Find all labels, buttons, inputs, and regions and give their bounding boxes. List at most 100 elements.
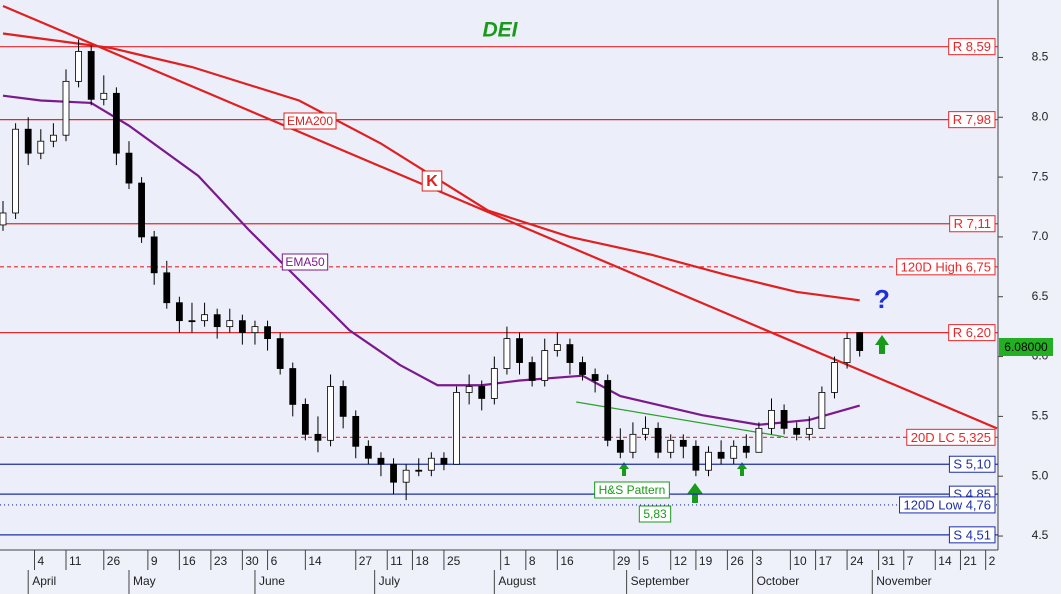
candle — [150, 230, 158, 285]
candle-body — [616, 439, 624, 453]
x-tick-label: 16 — [182, 554, 196, 568]
candle — [251, 320, 259, 345]
level-label: R 8,59 — [948, 38, 996, 56]
x-tick-label: 3 — [756, 554, 763, 568]
candle — [717, 440, 725, 465]
annotation: K — [421, 170, 443, 192]
candle — [37, 129, 45, 160]
candle — [440, 452, 448, 471]
x-tick-label: 2 — [989, 554, 996, 568]
month-label: April — [32, 574, 56, 588]
plot-area — [0, 0, 998, 550]
level-label-box — [949, 215, 996, 233]
candle — [62, 69, 70, 142]
month-label: June — [259, 574, 285, 588]
candle-body — [440, 457, 448, 465]
candle-body — [327, 386, 334, 441]
line-label-box — [281, 253, 329, 271]
candle-body — [490, 368, 498, 399]
candle-body — [503, 338, 511, 369]
last-price-label: 6.08000 — [1004, 340, 1048, 354]
candle-body — [37, 140, 45, 154]
x-tick-label: 7 — [907, 554, 914, 568]
candle-body — [768, 410, 775, 429]
candle-body — [742, 445, 750, 453]
y-tick-label: 7.0 — [1032, 229, 1049, 243]
candle — [692, 440, 700, 477]
level-label: R 7,11 — [949, 215, 996, 233]
x-tick-label: 17 — [819, 554, 833, 568]
candle — [352, 410, 360, 459]
indicator-line — [2, 94, 860, 426]
candle-body — [780, 410, 788, 429]
level-label-text: 120D Low 4,76 — [904, 497, 991, 512]
y-axis-area — [998, 0, 1061, 550]
level-label-box — [948, 38, 996, 56]
level-label-text: 120D High 6,75 — [901, 259, 991, 274]
candle — [755, 422, 763, 453]
candle — [541, 338, 549, 387]
level-label: 120D Low 4,76 — [899, 496, 996, 514]
candle — [843, 332, 851, 369]
candle-body — [415, 469, 423, 472]
candle-body — [138, 182, 145, 238]
month-label: October — [757, 574, 800, 588]
candle — [213, 308, 221, 339]
candle-body — [150, 236, 158, 274]
candle — [553, 332, 561, 357]
candle — [339, 380, 347, 429]
x-tick-label: 14 — [938, 554, 952, 568]
candle-body — [805, 427, 813, 435]
x-tick-label: 23 — [214, 554, 228, 568]
candle — [591, 368, 599, 393]
x-tick-label: 14 — [308, 554, 322, 568]
candle-body — [276, 338, 284, 369]
candle — [188, 302, 196, 333]
y-tick-label: 7.5 — [1032, 169, 1049, 183]
candle — [629, 422, 637, 459]
candle — [314, 416, 322, 453]
candle-body — [75, 51, 82, 82]
candle-body — [843, 338, 851, 363]
candle — [516, 332, 523, 375]
x-tick-label: 8 — [529, 554, 536, 568]
candle — [49, 123, 57, 148]
candle-body — [87, 51, 95, 100]
candle-body — [163, 272, 171, 304]
candle — [301, 398, 309, 441]
level-label-text: S 5,10 — [953, 457, 991, 472]
level-label: S 4,51 — [948, 526, 996, 544]
y-tick-label: 5.0 — [1032, 468, 1049, 482]
candle — [390, 458, 397, 495]
line-label: EMA200 — [283, 112, 337, 130]
x-tick-label: 24 — [850, 554, 864, 568]
candle — [654, 422, 662, 459]
candle-body — [591, 374, 599, 381]
candle-body — [604, 380, 612, 441]
candle — [465, 374, 473, 405]
level-label-text: R 7,11 — [954, 216, 991, 231]
x-tick-label: 25 — [447, 554, 461, 568]
candle-body — [465, 386, 473, 393]
candle-body — [528, 362, 536, 381]
candle — [201, 302, 208, 327]
x-tick-label: 4 — [37, 554, 44, 568]
annotation-text: 5,83 — [643, 507, 667, 521]
arrow — [875, 335, 889, 354]
x-tick-label: 30 — [245, 554, 259, 568]
x-tick-label: 12 — [674, 554, 688, 568]
x-tick-label: 19 — [699, 554, 713, 568]
candle-body — [453, 392, 460, 465]
candle — [377, 452, 385, 477]
level-label-box — [948, 324, 996, 342]
candle-body — [264, 326, 271, 340]
candle — [87, 45, 95, 106]
candle — [12, 123, 19, 219]
candle-body — [0, 212, 7, 226]
candle — [742, 434, 750, 459]
candle — [415, 458, 423, 477]
line-label: EMA50 — [281, 253, 329, 271]
candle — [0, 201, 7, 231]
candle-body — [352, 415, 360, 447]
candle — [679, 434, 687, 459]
